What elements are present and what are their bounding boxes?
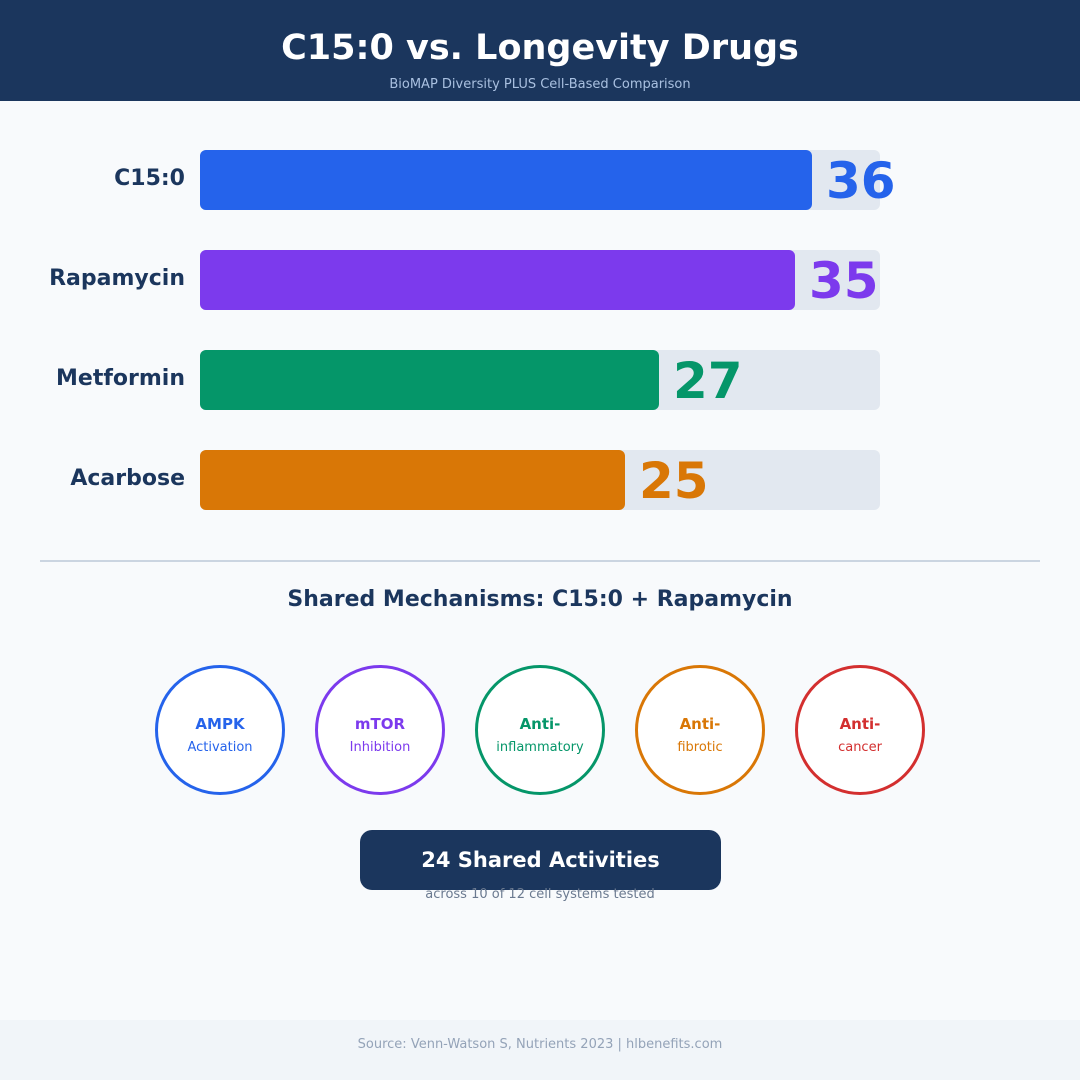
bar-row: Acarbose 25	[0, 450, 1080, 512]
footer: Source: Venn-Watson S, Nutrients 2023 | …	[0, 1020, 1080, 1080]
bar	[200, 250, 795, 310]
bar-label: C15:0	[114, 166, 185, 191]
bar-value-label: 27	[673, 352, 743, 410]
mechanism-subtitle: fibrotic	[677, 740, 723, 755]
mechanism-circle: Anti- fibrotic	[635, 665, 765, 795]
bar	[200, 150, 812, 210]
page-title: C15:0 vs. Longevity Drugs	[281, 28, 799, 68]
mechanism-circle: mTOR Inhibition	[315, 665, 445, 795]
source-text: Source: Venn-Watson S, Nutrients 2023 | …	[357, 1037, 723, 1052]
mechanism-subtitle: Inhibition	[349, 740, 411, 755]
mechanism-circle: AMPK Activation	[155, 665, 285, 795]
section-title: Shared Mechanisms: C15:0 + Rapamycin	[287, 587, 793, 612]
shared-activities-subtext: across 10 of 12 cell systems tested	[425, 887, 655, 902]
mechanism-title: mTOR	[354, 715, 406, 733]
shared-activities-badge: 24 Shared Activities	[360, 830, 721, 890]
mechanism-title: AMPK	[195, 715, 245, 733]
page-subtitle: BioMAP Diversity PLUS Cell-Based Compari…	[389, 77, 691, 92]
header: C15:0 vs. Longevity Drugs BioMAP Diversi…	[0, 0, 1080, 101]
bar	[200, 350, 659, 410]
mechanism-title: Anti-	[519, 715, 561, 733]
bar-value-label: 36	[826, 152, 896, 210]
divider	[40, 560, 1040, 562]
bar-label: Acarbose	[70, 466, 185, 491]
bar-row: Metformin 27	[0, 350, 1080, 412]
bar	[200, 450, 625, 510]
bar-label: Metformin	[56, 366, 185, 391]
mechanism-subtitle: inflammatory	[496, 740, 584, 755]
mechanism-title: Anti-	[679, 715, 721, 733]
mechanism-circle: Anti- cancer	[795, 665, 925, 795]
mechanism-circle: Anti- inflammatory	[475, 665, 605, 795]
mechanism-title: Anti-	[839, 715, 881, 733]
mechanism-subtitle: Activation	[187, 740, 253, 755]
mechanism-subtitle: cancer	[838, 740, 882, 755]
bar-value-label: 35	[809, 252, 879, 310]
bar-value-label: 25	[639, 452, 709, 510]
bar-row: C15:0 36	[0, 150, 1080, 212]
bar-row: Rapamycin 35	[0, 250, 1080, 312]
bar-label: Rapamycin	[49, 266, 185, 291]
